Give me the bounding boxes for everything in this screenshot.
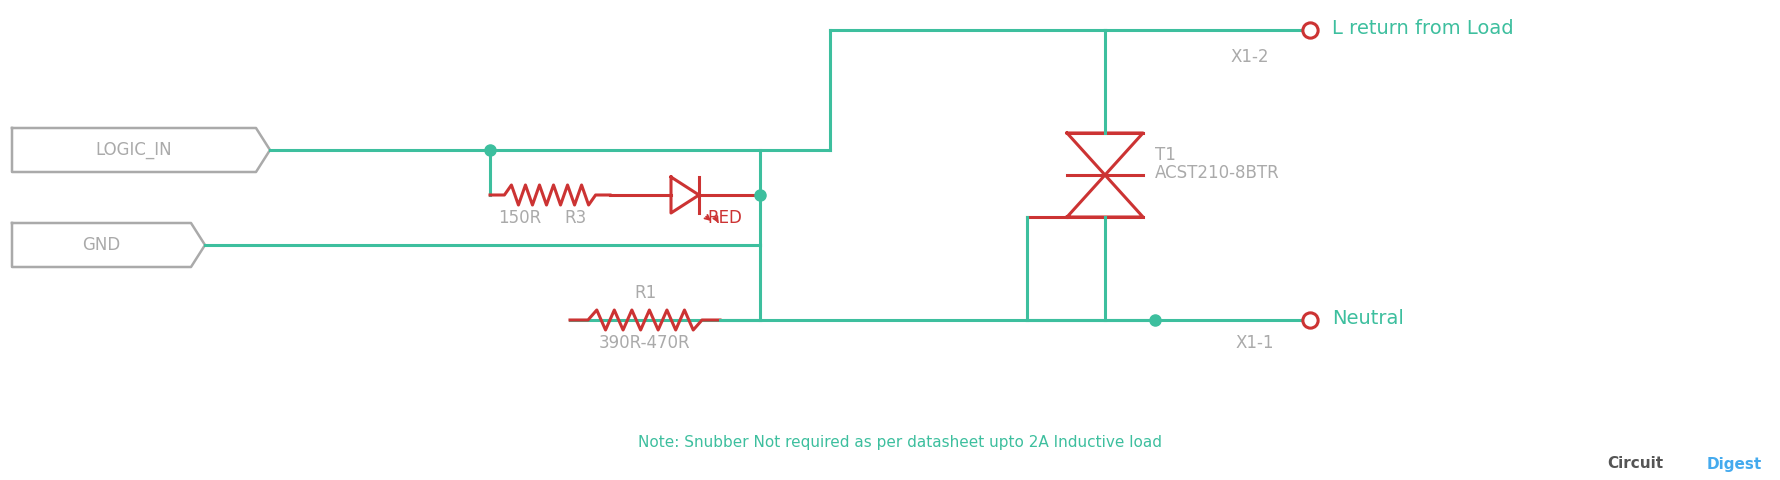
Text: R1: R1	[634, 284, 657, 302]
Text: RED: RED	[708, 209, 742, 227]
Text: Circuit: Circuit	[1607, 456, 1663, 471]
Text: T1: T1	[1155, 146, 1177, 164]
Text: ACST210-8BTR: ACST210-8BTR	[1155, 164, 1280, 182]
Text: 150R: 150R	[498, 209, 541, 227]
Text: X1-2: X1-2	[1230, 48, 1269, 66]
Text: Note: Snubber Not required as per datasheet upto 2A Inductive load: Note: Snubber Not required as per datash…	[637, 434, 1162, 449]
Text: X1-1: X1-1	[1235, 334, 1274, 352]
Text: L return from Load: L return from Load	[1331, 19, 1513, 37]
Text: R3: R3	[564, 209, 586, 227]
Text: LOGIC_IN: LOGIC_IN	[96, 141, 173, 159]
Text: GND: GND	[82, 236, 121, 254]
Text: Digest: Digest	[1707, 456, 1762, 471]
Text: Neutral: Neutral	[1331, 309, 1404, 327]
Text: 390R-470R: 390R-470R	[600, 334, 691, 352]
